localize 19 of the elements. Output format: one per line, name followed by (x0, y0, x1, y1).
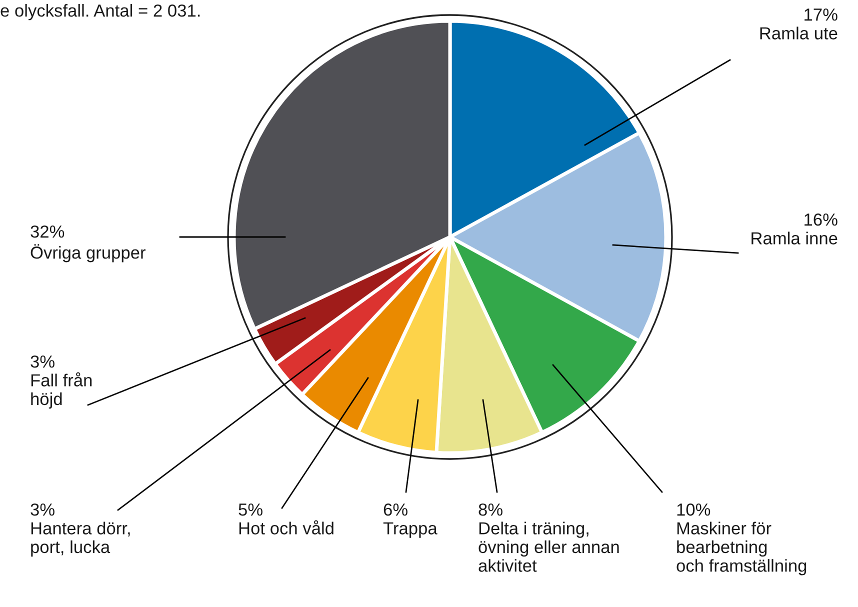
slice-label: Ramla inne (752, 232, 838, 244)
chart-title: e olycksfall. Antal = 2 031. (0, 4, 200, 20)
data-label: 32% (30, 225, 64, 238)
slice-label: Hot och våld (239, 520, 334, 534)
data-label: 6% (384, 503, 408, 516)
data-label: 16% (804, 213, 838, 226)
data-label: 8% (478, 503, 502, 516)
data-label: 3% (30, 355, 54, 368)
slice-label: Trappa (383, 522, 438, 538)
slice-label: Fall från höjd (31, 372, 92, 409)
data-label: 5% (238, 504, 262, 516)
data-label: 10% (677, 503, 710, 516)
slice-label: Hantera dörr, port, lucka (31, 522, 130, 557)
slice-label: Ramla ute (760, 26, 838, 40)
slice-label: Övriga grupper (30, 244, 146, 262)
data-label: 17% (804, 8, 838, 21)
slice-label: Maskiner för bearbetning och framställning (676, 522, 806, 576)
slice-label: Delta i träning, övning eller annan aktivitet (478, 522, 619, 572)
data-label: 3% (30, 503, 54, 516)
